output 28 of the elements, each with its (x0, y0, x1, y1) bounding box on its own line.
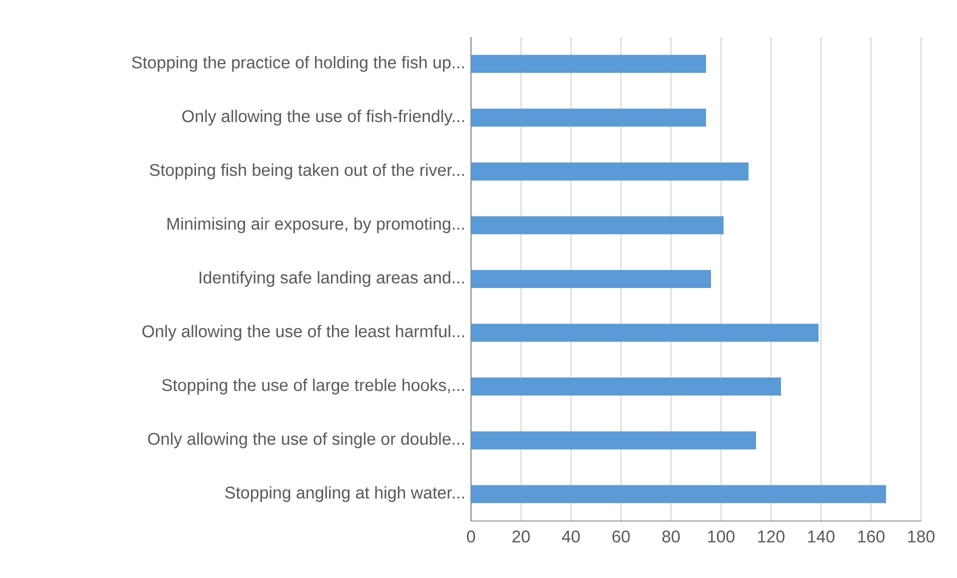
bar (471, 378, 782, 396)
bar (471, 270, 712, 288)
bar (471, 162, 749, 180)
x-tick-label: 80 (662, 530, 680, 543)
x-tick-label: 160 (858, 530, 884, 543)
y-tick-label: Stopping fish being taken out of the river... (150, 164, 464, 180)
y-tick-label: Only allowing the use of single or double... (148, 432, 464, 448)
y-tick-label: Minimising air exposure, by promoting... (168, 217, 464, 234)
y-tick-label: Stopping angling at high water... (225, 486, 464, 502)
x-tick-label: 100 (708, 530, 734, 543)
bar (471, 216, 724, 234)
bar (471, 431, 756, 450)
bar (471, 108, 706, 127)
y-tick-label: Stopping the practice of holding the fish up... (132, 56, 464, 72)
x-tick-label: 140 (808, 530, 834, 543)
y-tick-label: Only allowing the use of fish-friendly... (182, 110, 464, 126)
bar (471, 54, 706, 73)
y-tick-label: Identifying safe landing areas and... (200, 271, 464, 287)
x-tick-label: 120 (758, 530, 784, 543)
bar (471, 485, 886, 504)
y-tick-label: Stopping the use of large treble hooks,... (162, 378, 464, 394)
x-tick-label: 40 (562, 530, 580, 543)
y-tick-label: Only allowing the use of the least harmful... (142, 324, 464, 341)
x-tick-label: 20 (512, 530, 530, 543)
x-tick-label: 180 (908, 530, 934, 543)
bar (471, 324, 819, 342)
x-tick-label: 60 (612, 530, 630, 543)
x-tick-label: 0 (466, 530, 476, 543)
